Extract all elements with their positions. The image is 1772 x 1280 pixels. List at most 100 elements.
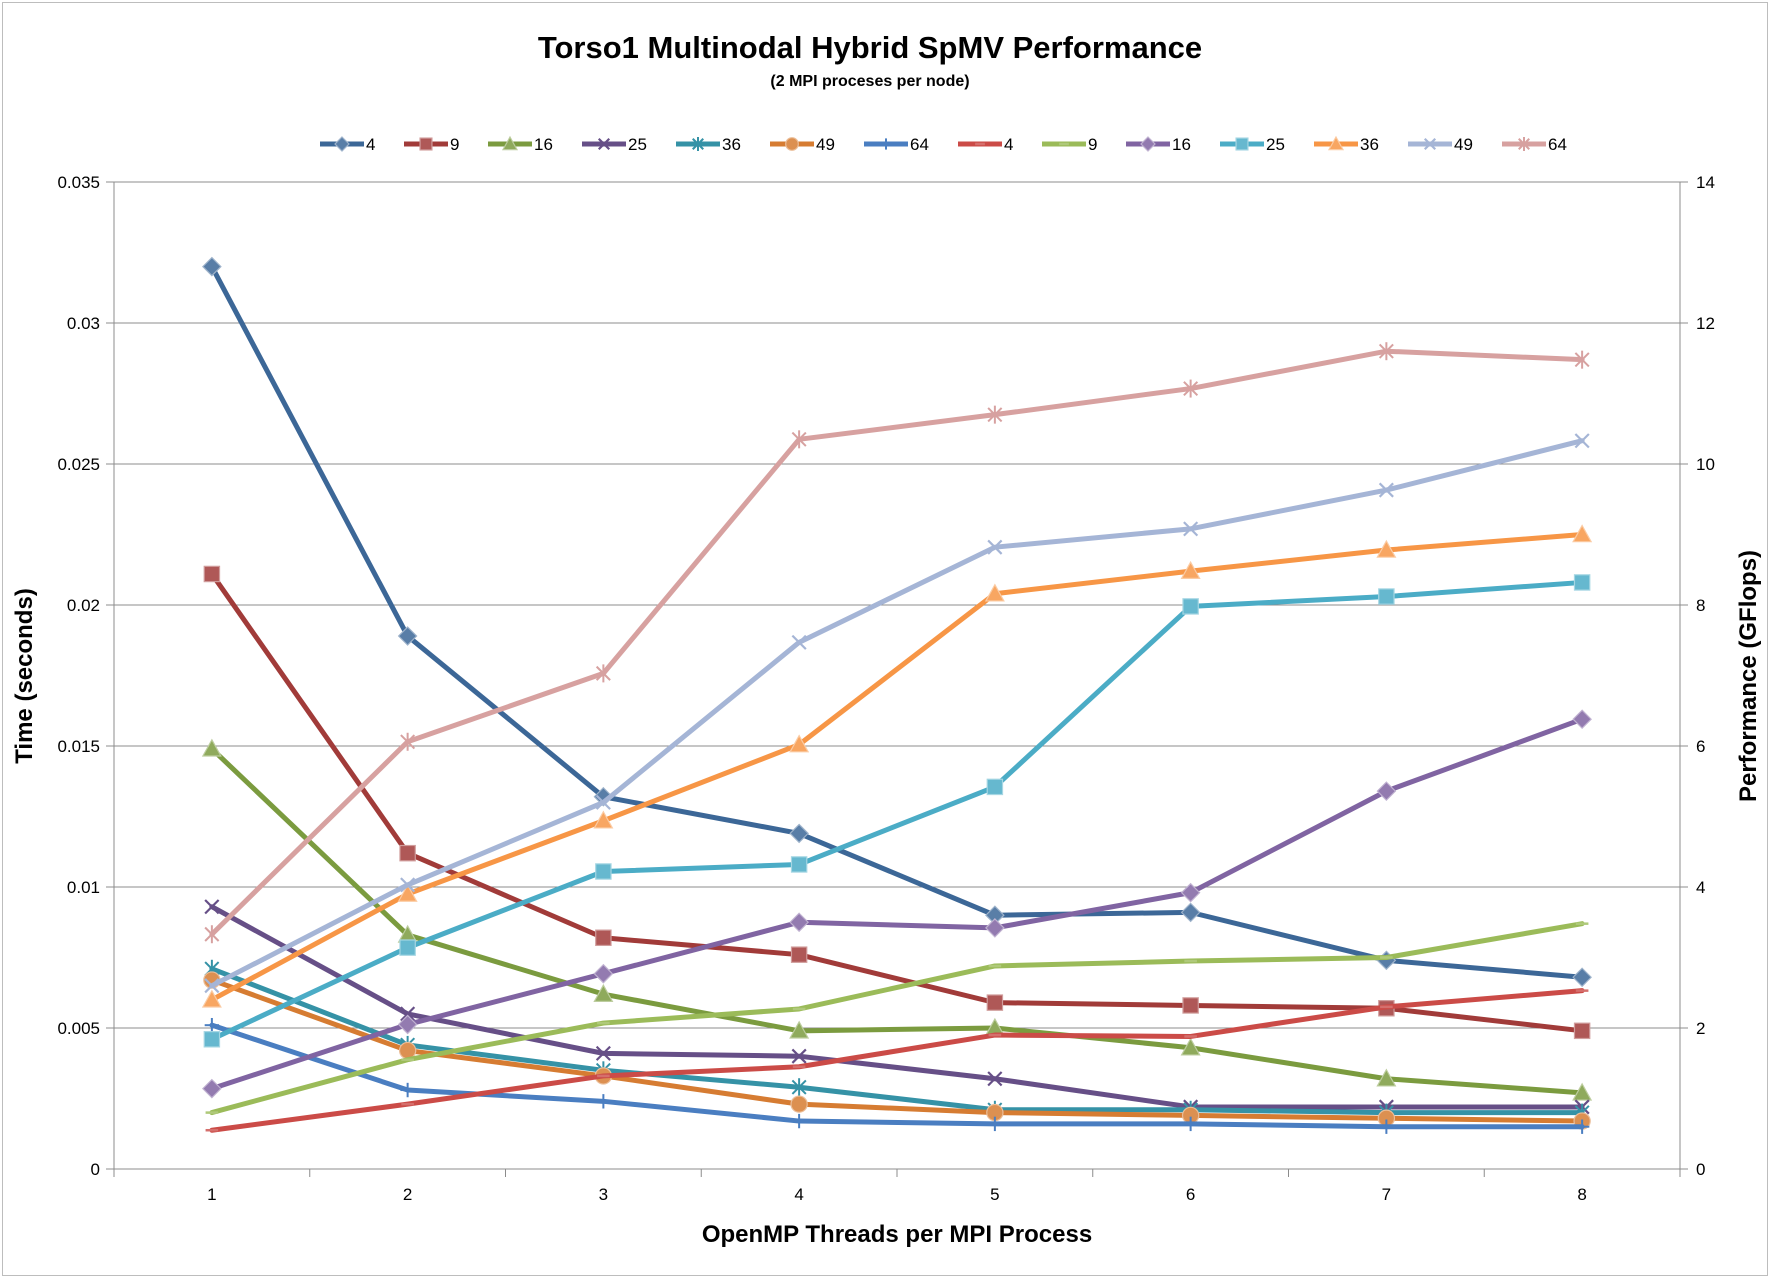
series-left-36: [204, 959, 1590, 1122]
legend-swatch-marker: [334, 136, 350, 152]
data-point: [1379, 1119, 1394, 1134]
series-line: [209, 716, 1585, 1092]
data-point: [987, 1071, 1003, 1087]
legend-swatch-marker: [1140, 136, 1156, 152]
data-point: [1572, 1082, 1593, 1101]
y-left-tick-label: 0: [91, 1160, 100, 1179]
legend-item: 4: [958, 135, 1013, 154]
series-left-4: [202, 256, 1592, 988]
series-right-4: [205, 988, 1589, 1133]
legend-item: 64: [864, 135, 929, 154]
data-point: [1183, 379, 1199, 398]
x-tick-label: 6: [1186, 1185, 1195, 1204]
legend-swatch-marker: [419, 137, 433, 151]
data-point: [201, 989, 222, 1008]
data-point: [791, 1078, 807, 1097]
x-tick-label: 7: [1382, 1185, 1391, 1204]
gridlines: [114, 181, 1680, 1029]
y-right-tick-label: 4: [1696, 878, 1705, 897]
series-line: [209, 746, 1585, 1096]
data-point: [202, 1078, 222, 1099]
legend-item: 36: [1314, 135, 1379, 154]
y-left-tick-label: 0.03: [67, 314, 100, 333]
series-line: [209, 571, 1585, 1034]
data-point: [985, 918, 1005, 938]
data-point: [397, 1014, 418, 1035]
data-point: [204, 1017, 220, 1033]
series-line: [209, 921, 1585, 1116]
chart-subtitle: (2 MPI proceses per node): [770, 73, 969, 90]
legend-label: 49: [816, 135, 835, 154]
series-line: [209, 438, 1585, 989]
x-tick-label: 2: [403, 1185, 412, 1204]
data-point: [400, 1082, 415, 1098]
legend-label: 64: [1548, 135, 1567, 154]
legend-swatch-marker: [880, 138, 892, 150]
legend-swatch-marker: [785, 137, 799, 151]
series-right-49: [204, 433, 1590, 994]
data-point: [593, 963, 614, 984]
data-point: [399, 844, 416, 862]
legend-item: 4: [320, 135, 375, 154]
data-point: [595, 863, 612, 880]
data-point: [789, 734, 810, 753]
series-right-36: [201, 524, 1593, 1008]
legend-item: 9: [404, 135, 459, 154]
series-line: [209, 988, 1585, 1133]
data-point: [202, 256, 222, 277]
data-point: [399, 939, 416, 956]
series-line: [209, 904, 1585, 1110]
data-point: [1376, 539, 1397, 558]
data-point: [790, 856, 808, 873]
data-point: [1378, 342, 1394, 361]
legend-item: 64: [1502, 135, 1567, 154]
y-right-tick-label: 10: [1696, 455, 1715, 474]
data-point: [1182, 598, 1199, 615]
data-point: [1180, 560, 1201, 579]
data-point: [595, 664, 611, 683]
y-right-tick-label: 2: [1696, 1019, 1705, 1038]
data-point: [596, 1094, 611, 1109]
y-right-tick-label: 8: [1696, 596, 1705, 615]
data-point: [791, 430, 807, 449]
data-point: [593, 810, 614, 829]
y-left-tick-label: 0.025: [57, 455, 100, 474]
data-point: [204, 978, 220, 994]
legend-item: 16: [1126, 135, 1191, 154]
series-right-64: [204, 342, 1590, 944]
legend-swatch-marker: [692, 137, 704, 151]
legend-label: 25: [1266, 135, 1285, 154]
data-point: [400, 732, 416, 751]
legend-label: 9: [1088, 135, 1097, 154]
data-point: [791, 634, 807, 650]
legend-swatch-marker: [1423, 137, 1437, 151]
series-right-16: [202, 709, 1592, 1099]
legend-item: 25: [582, 135, 647, 154]
data-point: [1182, 997, 1199, 1014]
series-line: [209, 532, 1585, 1003]
x-tick-label: 1: [207, 1185, 216, 1204]
data-point: [987, 1116, 1003, 1132]
data-point: [400, 1006, 416, 1022]
data-point: [986, 778, 1004, 796]
data-point: [204, 899, 220, 915]
y-right-tick-label: 0: [1696, 1160, 1705, 1179]
legend-label: 16: [1172, 135, 1191, 154]
data-point: [1180, 902, 1201, 923]
data-point: [1180, 1037, 1201, 1056]
legend-label: 64: [910, 135, 929, 154]
chart-title: Torso1 Multinodal Hybrid SpMV Performanc…: [538, 30, 1202, 65]
legend-swatch-marker: [1327, 135, 1345, 151]
legend-swatch-marker: [1518, 137, 1530, 151]
y-left-tick-label: 0.035: [57, 173, 100, 192]
data-point: [1378, 482, 1394, 498]
series-line: [209, 1022, 1585, 1130]
series-left-16: [201, 738, 1593, 1101]
x-tick-label: 5: [990, 1185, 999, 1204]
legend-swatch-marker: [597, 137, 611, 151]
legend-label: 4: [366, 135, 375, 154]
data-point: [790, 1095, 808, 1113]
legend-label: 36: [1360, 135, 1379, 154]
data-point: [593, 983, 614, 1002]
